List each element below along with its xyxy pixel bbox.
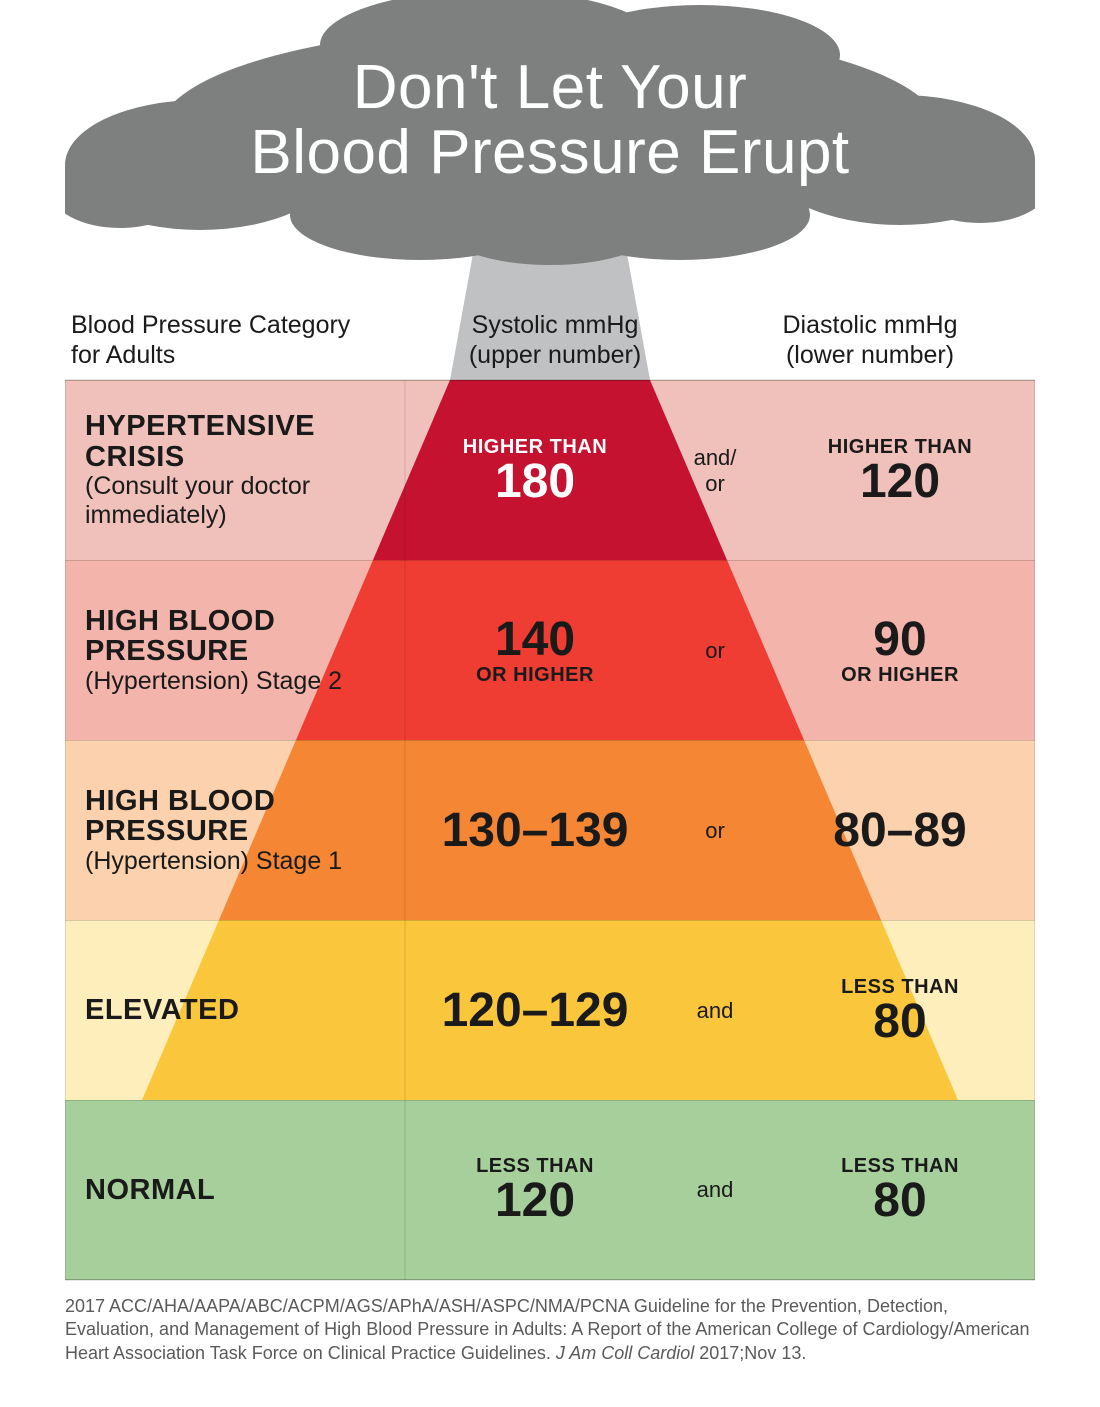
- connector-cell: or: [665, 818, 765, 844]
- category-title: HIGH BLOOD PRESSURE: [85, 786, 390, 847]
- table-row: HIGH BLOOD PRESSURE(Hypertension) Stage …: [65, 740, 1035, 920]
- table-row: NORMAL LESS THAN120andLESS THAN80: [65, 1100, 1035, 1280]
- diastolic-cell: HIGHER THAN120: [765, 436, 1035, 506]
- systolic-cell: 140OR HIGHER: [405, 616, 665, 686]
- table-row: ELEVATED 120–129andLESS THAN80: [65, 920, 1035, 1100]
- dia-value: 120: [765, 458, 1035, 506]
- citation-footer: 2017 ACC/AHA/AAPA/ABC/ACPM/AGS/APhA/ASH/…: [65, 1295, 1035, 1365]
- category-title: HIGH BLOOD PRESSURE: [85, 606, 390, 667]
- dia-value: 80–89: [765, 807, 1035, 855]
- diastolic-cell: 80–89: [765, 807, 1035, 855]
- sys-value: 140: [405, 616, 665, 664]
- systolic-cell: LESS THAN120: [405, 1155, 665, 1225]
- category-cell: HIGH BLOOD PRESSURE(Hypertension) Stage …: [65, 786, 405, 876]
- table-row: HIGH BLOOD PRESSURE(Hypertension) Stage …: [65, 560, 1035, 740]
- connector-cell: and: [665, 1177, 765, 1203]
- category-title: HYPERTENSIVE CRISIS: [85, 411, 390, 472]
- connector-cell: and: [665, 998, 765, 1024]
- dia-value: 80: [765, 998, 1035, 1046]
- connector-cell: and/or: [665, 445, 765, 497]
- sys-value: 120: [405, 1177, 665, 1225]
- category-cell: HYPERTENSIVE CRISIS(Consult your doctor …: [65, 411, 405, 529]
- systolic-cell: 130–139: [405, 807, 665, 855]
- dia-value: 90: [765, 616, 1035, 664]
- main-title: Don't Let Your Blood Pressure Erupt: [65, 55, 1035, 185]
- category-title: ELEVATED: [85, 995, 390, 1025]
- sys-value: 180: [405, 458, 665, 506]
- systolic-cell: HIGHER THAN180: [405, 436, 665, 506]
- dia-label: OR HIGHER: [765, 664, 1035, 686]
- diastolic-cell: LESS THAN80: [765, 1155, 1035, 1225]
- sys-value: 130–139: [405, 807, 665, 855]
- infographic-canvas: Don't Let Your Blood Pressure Erupt Bloo…: [65, 0, 1035, 1407]
- category-subtitle: (Consult your doctor immediately): [85, 472, 390, 530]
- sys-value: 120–129: [405, 987, 665, 1035]
- category-cell: HIGH BLOOD PRESSURE(Hypertension) Stage …: [65, 606, 405, 696]
- header-diastolic: Diastolic mmHg (lower number): [705, 310, 1035, 370]
- bp-category-table: HYPERTENSIVE CRISIS(Consult your doctor …: [65, 380, 1035, 1280]
- systolic-cell: 120–129: [405, 987, 665, 1035]
- diastolic-cell: LESS THAN80: [765, 976, 1035, 1046]
- diastolic-cell: 90OR HIGHER: [765, 616, 1035, 686]
- title-line-1: Don't Let Your: [353, 53, 748, 122]
- header-systolic: Systolic mmHg (upper number): [405, 310, 705, 370]
- sys-label: OR HIGHER: [405, 664, 665, 686]
- table-row: HYPERTENSIVE CRISIS(Consult your doctor …: [65, 380, 1035, 560]
- category-cell: ELEVATED: [65, 995, 405, 1025]
- title-line-2: Blood Pressure Erupt: [250, 118, 849, 187]
- column-headers: Blood Pressure Category for Adults Systo…: [65, 310, 1035, 370]
- category-subtitle: (Hypertension) Stage 1: [85, 847, 390, 876]
- header-category: Blood Pressure Category for Adults: [65, 310, 405, 370]
- category-title: NORMAL: [85, 1175, 390, 1205]
- dia-value: 80: [765, 1177, 1035, 1225]
- connector-cell: or: [665, 638, 765, 664]
- category-cell: NORMAL: [65, 1175, 405, 1205]
- category-subtitle: (Hypertension) Stage 2: [85, 667, 390, 696]
